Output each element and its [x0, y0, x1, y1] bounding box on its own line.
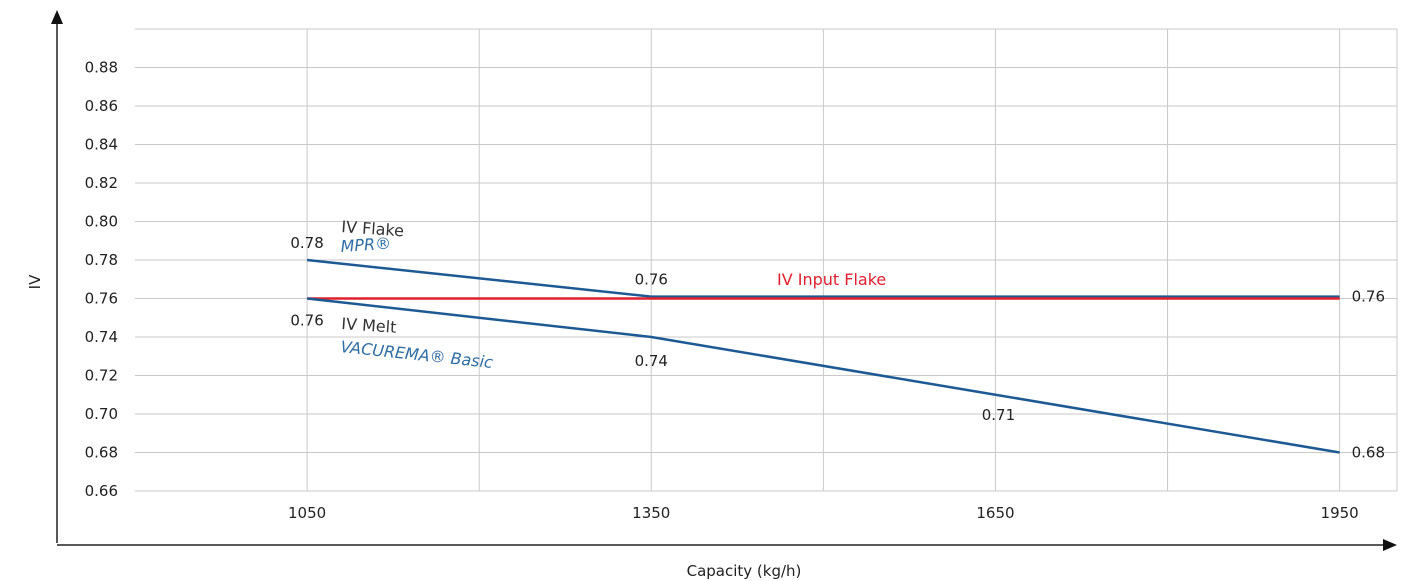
annotation-iv-flake: IV Flake: [341, 217, 405, 240]
x-tick-label: 1950: [1321, 504, 1359, 522]
series-line-mpr: [306, 258, 1340, 298]
y-axis-arrow: [51, 10, 63, 24]
annotation-vacurema-basic: VACUREMA® Basic: [340, 337, 494, 372]
data-label-mpr: 0.76: [635, 271, 668, 289]
data-labels: 0.78 0.76 0.76 0.76 0.74 0.71 0.68: [290, 234, 1385, 462]
y-tick-label: 0.70: [85, 405, 118, 423]
y-tick-label: 0.76: [85, 290, 118, 308]
y-tick-label: 0.80: [85, 213, 118, 231]
data-label-vacurema: 0.74: [635, 352, 668, 370]
y-tick-label: 0.86: [85, 97, 118, 115]
annotation-mpr: MPR®: [340, 234, 392, 256]
data-label-vacurema: 0.71: [982, 406, 1015, 424]
data-label-mpr: 0.76: [1352, 288, 1385, 306]
y-tick-label: 0.82: [85, 174, 118, 192]
x-tick-label: 1650: [976, 504, 1014, 522]
x-axis-arrow: [1383, 539, 1397, 551]
y-tick-label: 0.88: [85, 59, 118, 77]
y-tick-labels: 0.66 0.68 0.70 0.72 0.74 0.76 0.78 0.80 0.82 0.84…: [85, 59, 118, 501]
y-axis-title: IV: [26, 274, 44, 289]
axes: [51, 10, 1397, 551]
annotation-iv-input-flake: IV Input Flake: [777, 270, 886, 289]
y-tick-label: 0.68: [85, 444, 118, 462]
x-tick-label: 1050: [288, 504, 326, 522]
x-tick-label: 1350: [632, 504, 670, 522]
y-tick-label: 0.72: [85, 367, 118, 385]
data-label-vacurema: 0.76: [290, 312, 323, 330]
series-line-vacurema: [306, 297, 1340, 454]
x-axis-title: Capacity (kg/h): [687, 562, 802, 580]
y-tick-label: 0.78: [85, 251, 118, 269]
data-label-vacurema: 0.68: [1352, 444, 1385, 462]
x-tick-labels: 1050 1350 1650 1950: [288, 504, 1359, 522]
grid: [135, 28, 1398, 492]
y-tick-label: 0.84: [85, 136, 118, 154]
series-lines: [306, 258, 1340, 454]
data-label-mpr: 0.78: [290, 234, 323, 252]
annotation-iv-melt: IV Melt: [341, 314, 397, 337]
y-tick-label: 0.66: [85, 482, 118, 500]
y-tick-label: 0.74: [85, 328, 118, 346]
